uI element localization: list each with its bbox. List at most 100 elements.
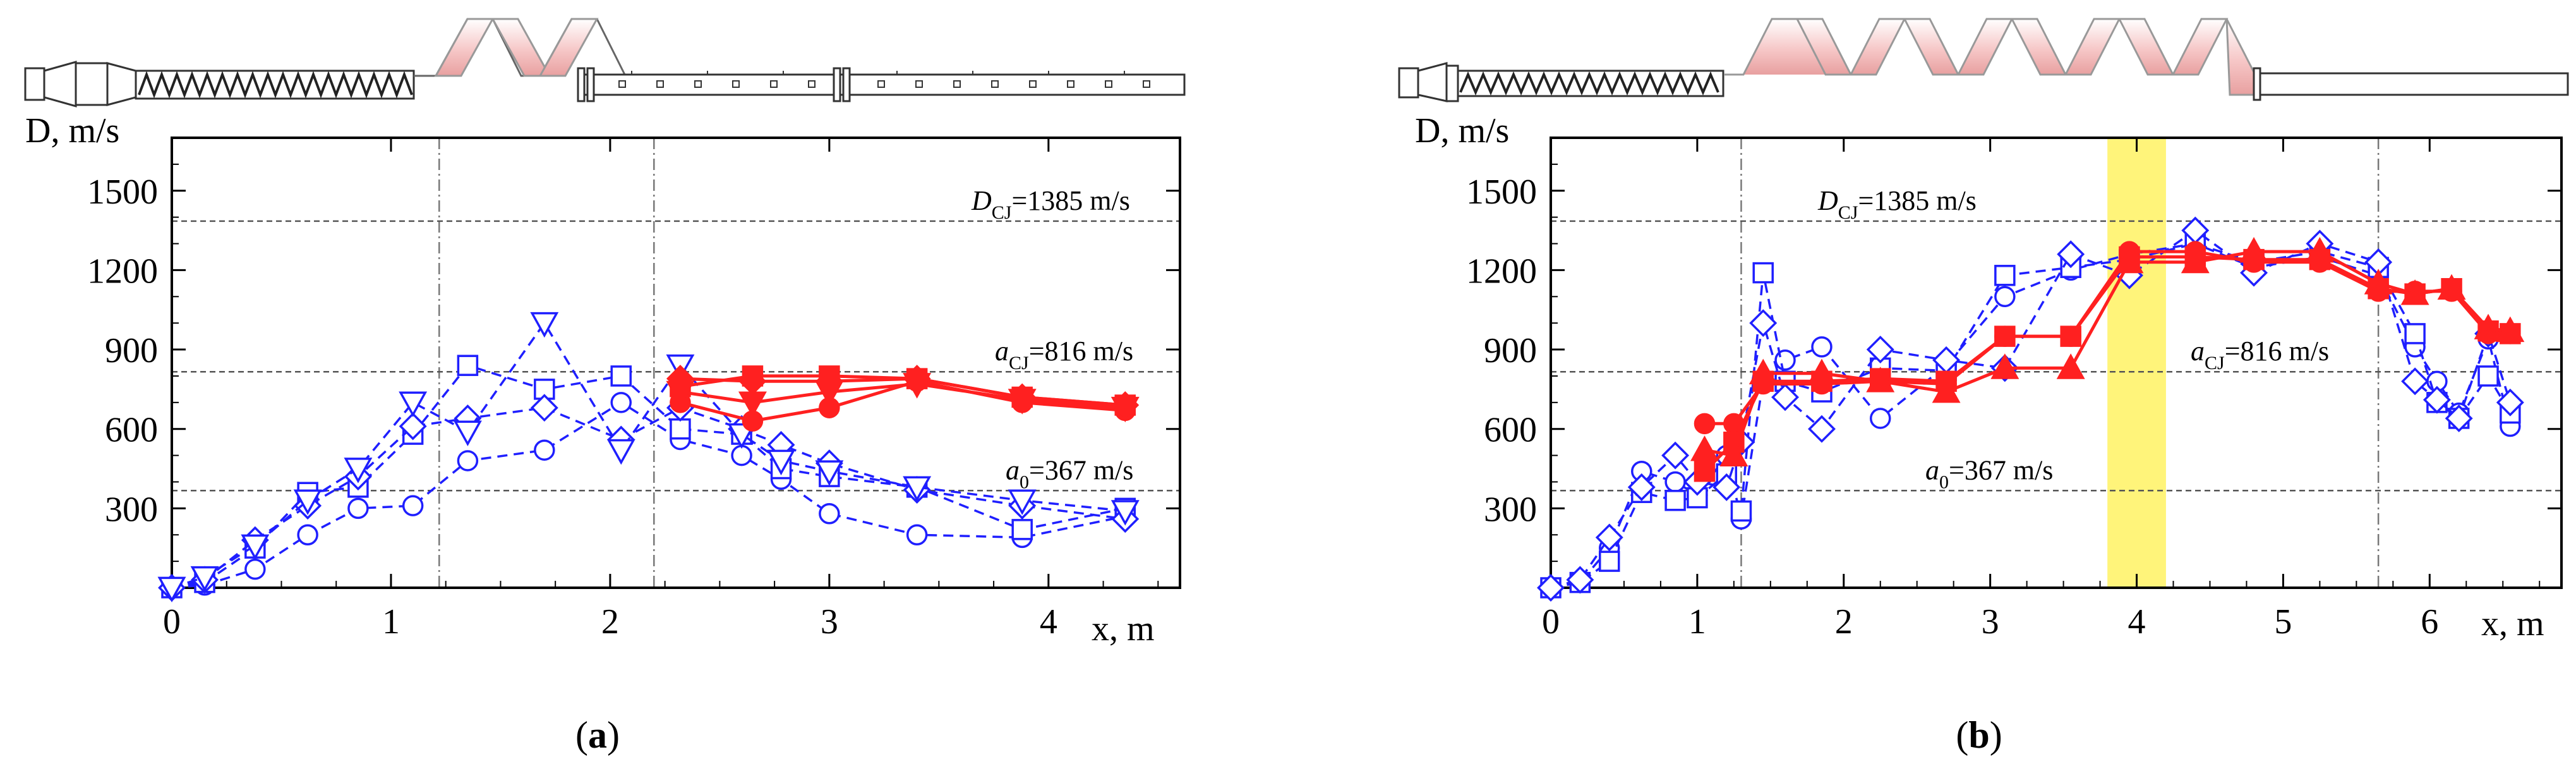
data-point [1748, 358, 1778, 385]
reference-label-subscript: 0 [1020, 471, 1029, 492]
data-series [1537, 216, 2525, 602]
caption-close: ) [607, 714, 620, 756]
data-point [244, 558, 266, 580]
caption-letter: a [588, 714, 607, 756]
data-point [2239, 236, 2268, 263]
data-point [2437, 274, 2466, 300]
data-point [2496, 316, 2525, 343]
reference-label-subscript: 0 [1939, 471, 1949, 492]
data-point [906, 524, 928, 545]
data-point [1771, 383, 1799, 411]
series-line [1550, 242, 2512, 589]
data-point [2477, 365, 2499, 387]
data-point [903, 476, 932, 502]
tube-schematic-a [24, 18, 1186, 107]
series-red-diamond [666, 365, 1140, 419]
data-point [534, 439, 555, 461]
reference-label: a0=367 m/s [1925, 454, 2053, 492]
x-tick-label: 2 [1835, 602, 1853, 641]
data-point [1011, 519, 1033, 540]
x-tick-label: 5 [2274, 602, 2292, 641]
reference-label: DCJ=1385 m/s [971, 185, 1130, 223]
reference-label-symbol: a [1925, 454, 1939, 485]
data-point [1627, 473, 1656, 501]
highlight-band [2107, 138, 2166, 588]
data-point [1595, 523, 1623, 552]
y-tick-label: 1200 [87, 252, 158, 291]
plot-frame [171, 137, 1181, 589]
data-point [2181, 247, 2210, 274]
data-point [293, 489, 322, 515]
data-point [1110, 500, 1140, 526]
series-line [1550, 242, 2512, 589]
y-tick-label: 900 [105, 331, 158, 370]
data-point [1752, 262, 1774, 284]
data-point [666, 365, 694, 393]
data-point [399, 391, 428, 417]
data-point [457, 355, 479, 376]
y-tick-label: 300 [105, 490, 158, 529]
data-point [738, 391, 767, 417]
x-axis-label: x, m [1092, 609, 1155, 648]
x-tick-label: 0 [1542, 602, 1560, 641]
data-point [2364, 269, 2393, 295]
y-axis-label: D, m/s [25, 111, 119, 150]
data-point [1932, 377, 1961, 403]
y-tick-label: 1500 [1466, 173, 1537, 212]
data-point [2115, 247, 2144, 274]
y-tick-label: 1500 [87, 173, 158, 212]
data-point [1712, 473, 1741, 501]
caption-open: ( [575, 714, 588, 756]
reference-label-symbol: a [1006, 454, 1020, 485]
reference-label-symbol: a [995, 336, 1009, 367]
data-point [1008, 489, 1037, 515]
reference-label-subscript: CJ [992, 202, 1012, 223]
x-tick-label: 1 [382, 602, 400, 641]
data-point [1566, 566, 1594, 594]
data-point [1811, 336, 1833, 358]
data-point [1866, 367, 1895, 392]
y-tick-label: 300 [1484, 490, 1537, 529]
reference-label: a0=367 m/s [1006, 454, 1133, 492]
data-series [157, 312, 1140, 603]
data-point [2474, 313, 2503, 339]
data-point [610, 365, 632, 387]
data-point [1599, 550, 1620, 572]
data-point [1994, 325, 2016, 347]
data-point [903, 365, 931, 393]
reference-label-value: =816 m/s [1029, 336, 1133, 367]
data-point [670, 418, 691, 440]
data-point [157, 576, 186, 603]
series-line [680, 379, 1126, 423]
data-point [1664, 471, 1686, 493]
panel-caption: (b) [1956, 714, 2002, 756]
data-point [819, 502, 840, 525]
data-point [1664, 490, 1686, 511]
x-tick-label: 1 [1688, 602, 1706, 641]
grid-lines [438, 138, 655, 588]
data-point [1808, 415, 1836, 443]
plot-frame [1550, 137, 2563, 589]
y-tick-label: 1200 [1466, 252, 1537, 291]
data-point [297, 524, 318, 545]
reference-label-symbol: a [2191, 336, 2205, 367]
y-axis-label: D, m/s [1415, 111, 1509, 150]
x-axis-label: x, m [2481, 604, 2544, 643]
data-point [1990, 353, 2019, 379]
data-point [2305, 236, 2334, 263]
data-point [815, 367, 843, 396]
data-point [1694, 460, 1716, 482]
grid-lines [1740, 138, 2380, 588]
data-point [530, 312, 559, 338]
data-point [347, 497, 369, 520]
data-point [767, 449, 796, 476]
x-tick-label: 2 [601, 602, 619, 641]
reference-label-value: =367 m/s [1029, 454, 1133, 485]
series-line [171, 401, 1126, 589]
y-tick-label: 900 [1484, 331, 1537, 370]
data-point [1111, 391, 1140, 419]
data-point [1661, 441, 1690, 470]
data-point [453, 420, 482, 446]
